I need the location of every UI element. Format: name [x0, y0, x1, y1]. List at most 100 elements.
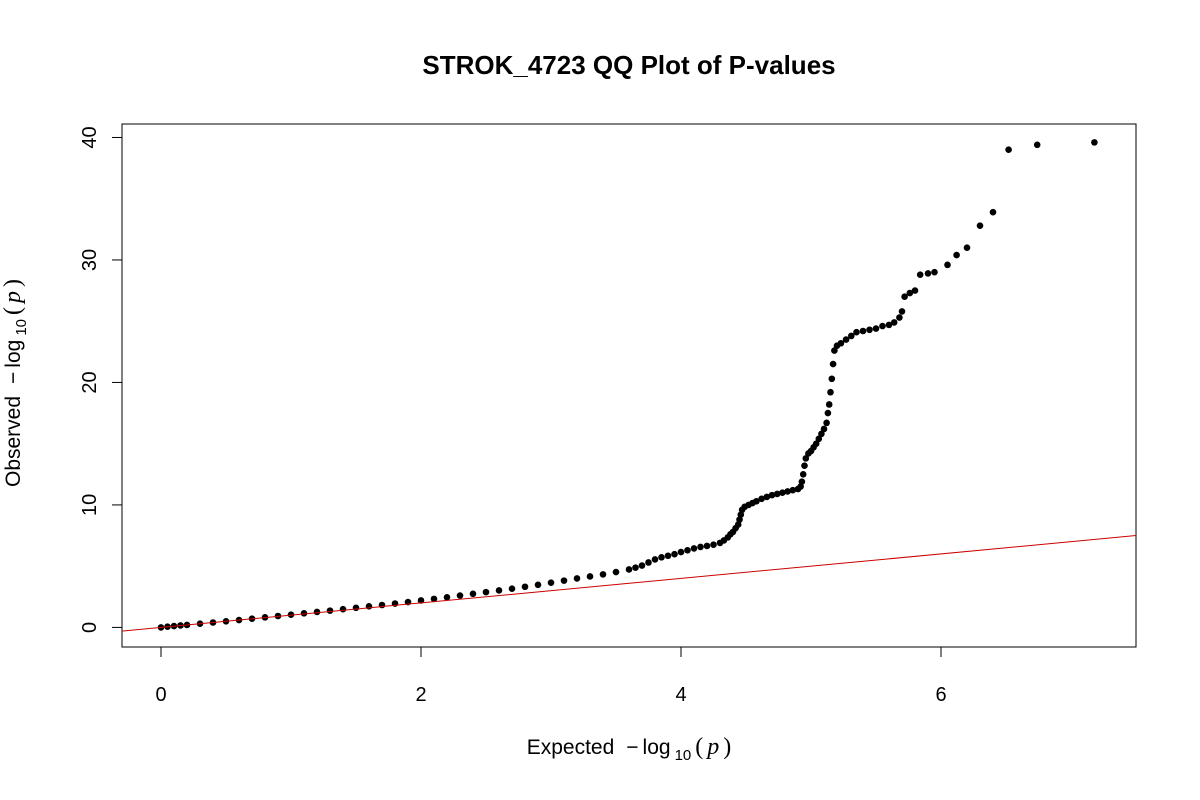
data-point — [703, 542, 711, 550]
data-point — [866, 326, 873, 334]
data-point — [763, 493, 771, 501]
data-point — [710, 541, 717, 549]
x-axis-label-log: log — [643, 736, 671, 759]
data-point — [758, 495, 765, 503]
x-axis: 0 2 4 6 — [155, 646, 947, 706]
data-point — [896, 314, 903, 321]
data-point — [801, 462, 808, 470]
y-tick-label: 0 — [79, 622, 101, 633]
data-point — [1033, 141, 1041, 149]
data-point — [815, 435, 823, 443]
y-axis-label-minus: − — [2, 372, 25, 384]
x-tick-label: 0 — [155, 684, 166, 706]
data-point — [976, 222, 984, 229]
y-tick-label: 40 — [79, 126, 101, 148]
x-axis-label-minus: − — [626, 736, 638, 759]
data-point — [508, 585, 516, 592]
data-point — [898, 308, 906, 315]
data-point — [339, 605, 347, 613]
data-point — [690, 545, 698, 552]
data-point — [573, 575, 581, 582]
y-tick-label: 20 — [79, 371, 101, 393]
data-point — [612, 568, 620, 576]
data-point — [1091, 139, 1098, 146]
y-axis-label-variable: p — [0, 291, 26, 305]
data-point — [1005, 146, 1012, 154]
data-point — [456, 592, 464, 599]
data-point — [521, 583, 529, 591]
data-point — [924, 270, 932, 277]
data-point — [768, 491, 776, 499]
y-axis-label-text: Observed — [2, 396, 25, 487]
x-tick-label: 4 — [675, 684, 686, 706]
data-points — [157, 139, 1098, 631]
data-point — [824, 409, 832, 417]
data-point — [890, 319, 898, 326]
data-point — [417, 597, 425, 604]
data-point — [906, 289, 914, 297]
data-point — [547, 579, 555, 586]
data-point — [879, 322, 886, 330]
data-point — [469, 590, 477, 598]
data-point — [638, 562, 646, 569]
data-point — [989, 208, 997, 216]
data-point — [560, 577, 568, 584]
data-point — [430, 595, 438, 603]
data-point — [586, 573, 594, 580]
data-point — [885, 321, 893, 329]
data-point — [829, 360, 837, 368]
data-point — [313, 608, 321, 616]
data-point — [495, 587, 503, 594]
y-tick-label: 30 — [79, 249, 101, 271]
data-point — [784, 488, 791, 495]
data-point — [365, 603, 373, 610]
x-tick-label: 2 — [415, 684, 426, 706]
data-point — [684, 546, 691, 554]
data-point — [625, 566, 633, 573]
data-point — [916, 271, 924, 278]
y-axis-label-open-paren: ( — [0, 307, 26, 315]
x-axis-label-close-paren: ) — [723, 734, 731, 760]
data-point — [799, 470, 807, 478]
data-point — [901, 293, 908, 301]
svg-text:Expected − log: Expected − log 10 ( p ) — [527, 734, 732, 764]
y-axis-label-log: log — [2, 340, 25, 368]
reference-line — [122, 535, 1136, 632]
data-point — [827, 388, 834, 396]
data-point — [534, 581, 542, 589]
data-point — [831, 347, 838, 354]
y-axis-label-close-paren: ) — [0, 279, 26, 287]
data-point — [842, 336, 850, 343]
data-point — [658, 554, 665, 561]
data-point — [443, 593, 451, 601]
data-point — [818, 430, 825, 438]
data-point — [872, 325, 880, 332]
x-axis-label-open-paren: ( — [695, 734, 703, 760]
data-point — [798, 478, 806, 485]
data-point — [848, 332, 855, 340]
data-point — [779, 489, 786, 496]
data-point — [828, 375, 836, 383]
data-point — [599, 571, 607, 578]
data-point — [632, 564, 639, 571]
data-point — [326, 607, 334, 614]
data-point — [859, 327, 867, 335]
data-point — [352, 604, 360, 612]
data-point — [651, 556, 659, 563]
x-axis-label-text: Expected — [527, 736, 615, 759]
data-point — [812, 440, 820, 447]
y-axis: 0 10 20 30 40 — [79, 126, 123, 633]
y-axis-label-subscript: 10 — [13, 319, 30, 336]
svg-text:Observed − log: Observed − log 10 ( p ) — [0, 279, 30, 487]
data-point — [677, 548, 685, 556]
x-axis-label-variable: p — [705, 734, 719, 760]
data-point — [953, 251, 960, 259]
data-point — [825, 401, 833, 408]
x-axis-label-subscript: 10 — [675, 747, 692, 764]
data-point — [664, 552, 672, 560]
data-point — [300, 610, 308, 617]
data-point — [931, 268, 938, 276]
data-point — [837, 339, 845, 347]
data-point — [802, 455, 810, 462]
